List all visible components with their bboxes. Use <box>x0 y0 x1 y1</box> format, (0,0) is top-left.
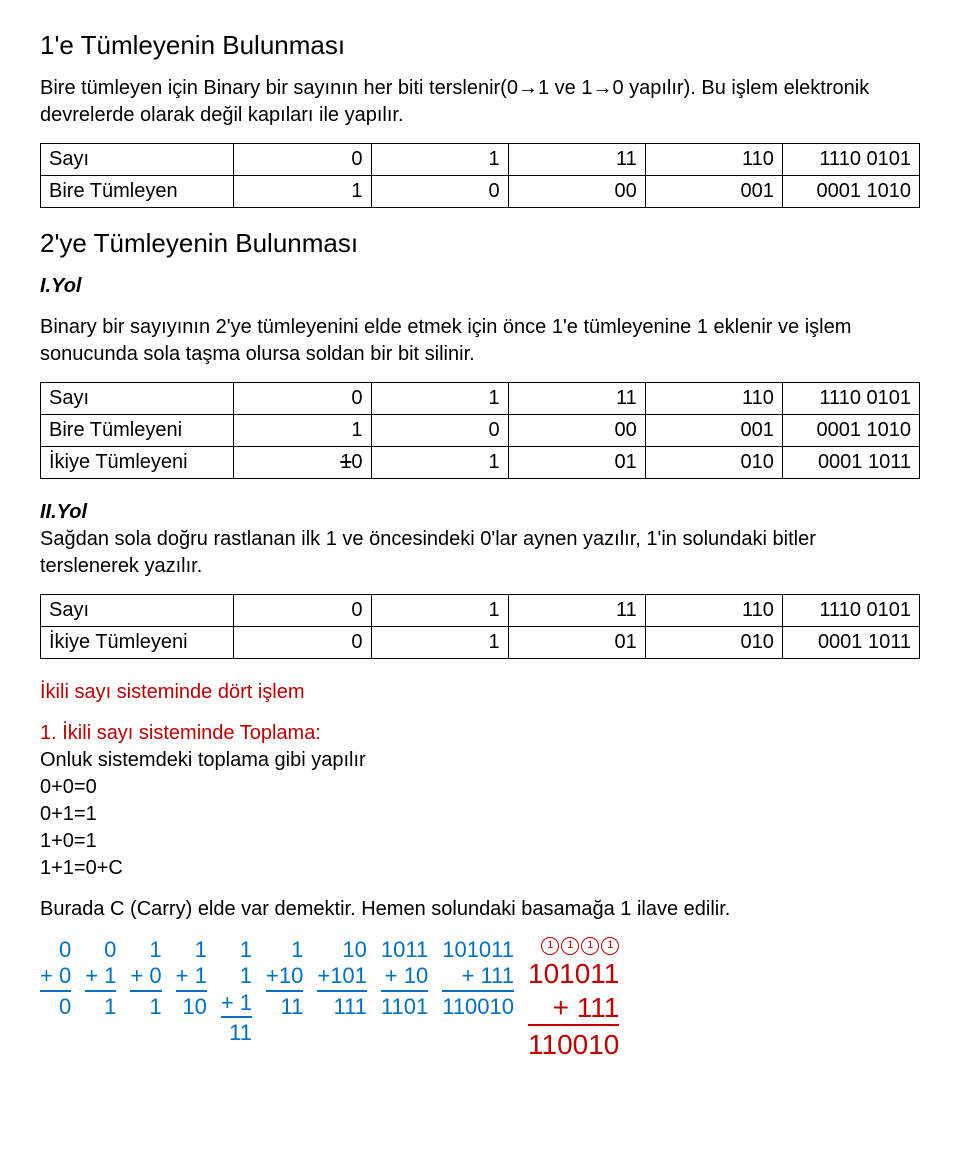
row-label: İkiye Tümleyeni <box>41 447 234 479</box>
cell: 1 <box>371 383 508 415</box>
cell: 1 <box>371 595 508 627</box>
cell: 110 <box>645 383 782 415</box>
arith-example: 1011+ 101101 <box>381 937 428 1020</box>
way2-label: II.Yol <box>40 501 87 523</box>
table-row: Sayı 0 1 11 110 1110 0101 <box>41 595 920 627</box>
row-label: Sayı <box>41 383 234 415</box>
section1-title: 1'e Tümleyenin Bulunması <box>40 30 920 61</box>
table-twos-complement-way2: Sayı 0 1 11 110 1110 0101 İkiye Tümleyen… <box>40 594 920 659</box>
arith-example: 1+ 01 <box>130 937 161 1020</box>
cell: 0 <box>234 595 371 627</box>
cell: 001 <box>645 176 782 208</box>
cell: 0 <box>371 176 508 208</box>
cell: 001 <box>645 415 782 447</box>
cell: 1110 0101 <box>782 144 919 176</box>
table-row: Sayı 0 1 11 110 1110 0101 <box>41 383 920 415</box>
cell: 1 <box>371 144 508 176</box>
row-label: Bire Tümleyeni <box>41 415 234 447</box>
cell: 0001 1010 <box>782 176 919 208</box>
cell: 0 <box>371 415 508 447</box>
arith-example: 11+ 111 <box>221 937 252 1047</box>
way1-label: I.Yol <box>40 273 920 300</box>
cell: 0 <box>234 627 371 659</box>
cell: 0 <box>234 144 371 176</box>
row-label: Bire Tümleyen <box>41 176 234 208</box>
cell-strike: 10 <box>234 447 371 479</box>
arith-example: 10+101111 <box>317 937 367 1020</box>
arith-example: 1+ 110 <box>176 937 207 1020</box>
cell: 1 <box>234 176 371 208</box>
table-row: İkiye Tümleyeni 0 1 01 010 0001 1011 <box>41 627 920 659</box>
cell: 0 <box>234 383 371 415</box>
arith-example: 0+ 11 <box>85 937 116 1020</box>
carry-note: Burada C (Carry) elde var demektir. Heme… <box>40 896 920 923</box>
cell: 010 <box>645 627 782 659</box>
carry-bits: 1 1 1 1 <box>528 937 619 955</box>
cell: 1 <box>371 627 508 659</box>
cell: 01 <box>508 627 645 659</box>
cell: 0001 1010 <box>782 415 919 447</box>
cell: 11 <box>508 144 645 176</box>
section2-title: 2'ye Tümleyenin Bulunması <box>40 228 920 259</box>
cell: 11 <box>508 383 645 415</box>
cell: 0001 1011 <box>782 447 919 479</box>
table-row: İkiye Tümleyeni 10 1 01 010 0001 1011 <box>41 447 920 479</box>
section1-desc: Bire tümleyen için Binary bir sayının he… <box>40 75 920 129</box>
arithmetic-examples: 0+ 00 0+ 11 1+ 01 1+ 110 11+ 111 1+1011 … <box>40 937 920 1062</box>
cell: 00 <box>508 176 645 208</box>
cell: 11 <box>508 595 645 627</box>
row-label: İkiye Tümleyeni <box>41 627 234 659</box>
way2-block: II.Yol Sağdan sola doğru rastlanan ilk 1… <box>40 499 920 580</box>
addition-block: 1. İkili sayı sisteminde Toplama: Onluk … <box>40 720 920 882</box>
table-row: Bire Tümleyen 1 0 00 001 0001 1010 <box>41 176 920 208</box>
cell: 1 <box>234 415 371 447</box>
cell: 0001 1011 <box>782 627 919 659</box>
cell: 110 <box>645 144 782 176</box>
arith-example: 0+ 00 <box>40 937 71 1020</box>
cell: 110 <box>645 595 782 627</box>
table-row: Bire Tümleyeni 1 0 00 001 0001 1010 <box>41 415 920 447</box>
row-label: Sayı <box>41 595 234 627</box>
cell: 010 <box>645 447 782 479</box>
way2-desc: Sağdan sola doğru rastlanan ilk 1 ve önc… <box>40 528 816 577</box>
cell: 1110 0101 <box>782 595 919 627</box>
cell: 01 <box>508 447 645 479</box>
cell: 1 <box>371 447 508 479</box>
table-row: Sayı 0 1 11 110 1110 0101 <box>41 144 920 176</box>
table-twos-complement-way1: Sayı 0 1 11 110 1110 0101 Bire Tümleyeni… <box>40 382 920 479</box>
way1-desc: Binary bir sayıyının 2'ye tümleyenini el… <box>40 314 920 368</box>
cell: 1110 0101 <box>782 383 919 415</box>
arith-example: 1+1011 <box>266 937 303 1020</box>
four-ops-heading: İkili sayı sisteminde dört işlem <box>40 679 920 706</box>
arith-example: 101011+ 111110010 <box>442 937 514 1020</box>
table-ones-complement: Sayı 0 1 11 110 1110 0101 Bire Tümleyen … <box>40 143 920 208</box>
row-label: Sayı <box>41 144 234 176</box>
arith-example-highlighted: 1 1 1 1 101011+ 111110010 <box>528 937 619 1062</box>
cell: 00 <box>508 415 645 447</box>
